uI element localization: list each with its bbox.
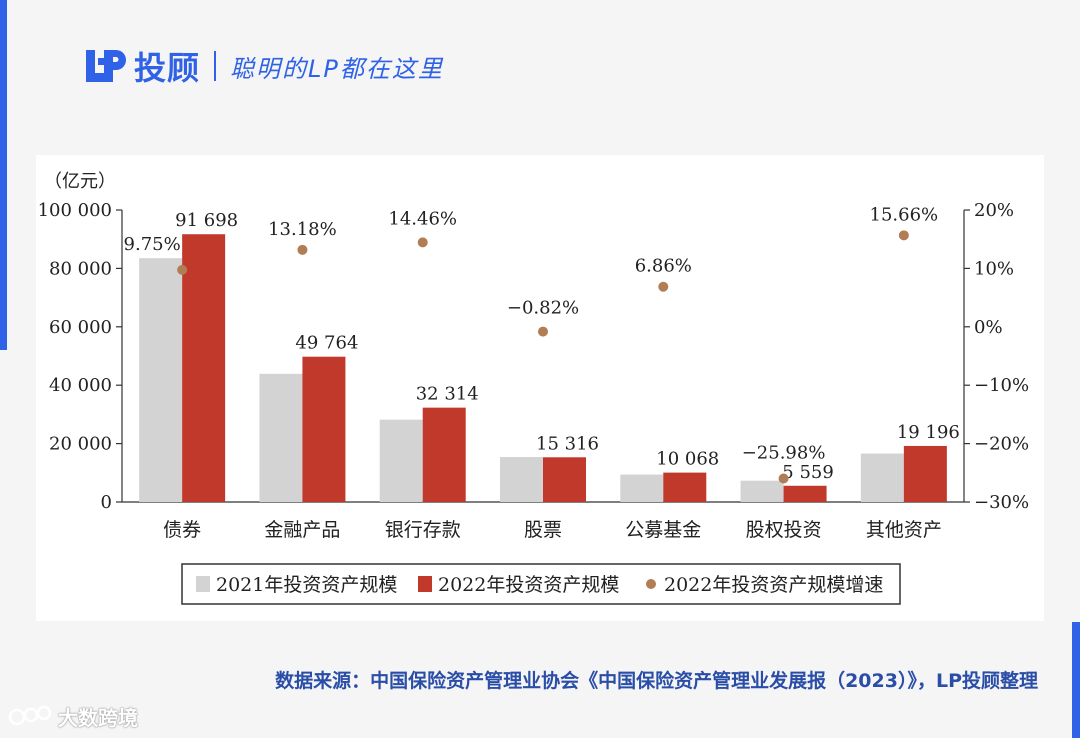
x-tick-label: 股权投资 <box>746 519 822 541</box>
x-tick-label: 其他资产 <box>866 519 942 541</box>
y-right-tick-label: −10% <box>974 375 1029 396</box>
right-accent-bar <box>1072 622 1080 738</box>
brand-name: 投顾 <box>134 49 201 87</box>
growth-value-label: 14.46% <box>388 208 457 229</box>
legend-box <box>181 563 901 605</box>
growth-point <box>658 281 669 292</box>
bar-2022 <box>783 485 827 502</box>
legend-swatch-2022 <box>418 576 432 592</box>
bar-2022 <box>543 457 586 502</box>
bar-2022-value-label: 32 314 <box>416 384 479 405</box>
bar-2021 <box>139 258 183 502</box>
bar-2022 <box>903 445 947 502</box>
x-tick-label: 公募基金 <box>625 519 701 541</box>
growth-value-label: 6.86% <box>635 256 692 277</box>
growth-point <box>898 230 909 241</box>
growth-value-label: 9.75% <box>124 234 181 255</box>
bar-2022 <box>663 472 707 502</box>
lp-logo-icon <box>86 50 126 82</box>
y-right-tick-label: −20% <box>974 434 1029 455</box>
bar-2022 <box>302 356 346 502</box>
y-left-tick-label: 60 000 <box>49 317 112 338</box>
bar-2022-value-label: 49 764 <box>295 333 358 354</box>
growth-value-label: 15.66% <box>870 204 939 225</box>
legend-label: 2022年投资资产规模 <box>438 574 619 596</box>
slogan: 聪明的LP都在这里 <box>230 54 444 83</box>
watermark: 大数跨境 <box>8 702 138 731</box>
bar-2022-value-label: 10 068 <box>656 449 719 470</box>
y-right-tick-label: −30% <box>974 492 1029 513</box>
bar-2022-value-label: 91 698 <box>175 210 238 231</box>
legend-label: 2022年投资资产规模增速 <box>664 574 883 596</box>
watermark-logo-icon <box>8 705 52 725</box>
legend-swatch-2021 <box>196 576 210 592</box>
watermark-text: 大数跨境 <box>58 706 138 730</box>
bar-2021 <box>740 480 784 502</box>
header-divider <box>214 51 217 81</box>
growth-point <box>778 473 789 484</box>
bar-2022 <box>422 407 466 502</box>
x-tick-label: 金融产品 <box>264 519 340 541</box>
growth-value-label: −0.82% <box>507 298 579 319</box>
growth-point <box>297 244 308 255</box>
bar-2021 <box>620 474 664 502</box>
y-right-tick-label: 10% <box>974 258 1014 279</box>
growth-point <box>538 326 548 337</box>
y-left-tick-label: 40 000 <box>49 375 112 396</box>
bar-2022-value-label: 5 559 <box>782 462 834 483</box>
bar-2021 <box>500 457 543 502</box>
x-tick-label: 股票 <box>524 519 562 541</box>
header: 投顾 聪明的LP都在这里 <box>84 38 444 94</box>
bar-2022-value-label: 19 196 <box>897 422 960 443</box>
growth-value-label: 13.18% <box>268 219 337 240</box>
growth-value-label: −25.98% <box>742 443 826 464</box>
chart-panel: （亿元） 0 20 000 40 000 60 000 80 000 100 000 −30%… <box>36 155 1044 621</box>
growth-point <box>177 264 188 275</box>
bar-2021 <box>379 419 423 502</box>
y-right-tick-label: 20% <box>974 200 1014 221</box>
x-tick-label: 银行存款 <box>385 519 461 541</box>
left-accent-bar <box>0 0 7 350</box>
x-tick-label: 债券 <box>163 519 201 541</box>
y-left-tick-label: 20 000 <box>49 434 112 455</box>
bar-2021 <box>860 453 904 502</box>
bar-2022-value-label: 15 316 <box>536 433 599 454</box>
y-right-tick-label: 0% <box>974 317 1003 338</box>
legend-label: 2021年投资资产规模 <box>216 574 397 596</box>
y-left-tick-label: 0 <box>101 492 112 513</box>
y-left-tick-label: 80 000 <box>49 258 112 279</box>
chart-svg: （亿元） 0 20 000 40 000 60 000 80 000 100 000 −30%… <box>38 171 1029 605</box>
growth-point <box>417 237 428 248</box>
y-left-tick-label: 100 000 <box>38 200 112 221</box>
y-axis-unit-label: （亿元） <box>44 171 116 192</box>
legend-marker-growth <box>646 579 656 589</box>
bar-2021 <box>259 373 303 502</box>
source-note: 数据来源：中国保险资产管理业协会《中国保险资产管理业发展报（2023）》，LP投… <box>275 670 1038 692</box>
bar-2022 <box>182 234 226 503</box>
